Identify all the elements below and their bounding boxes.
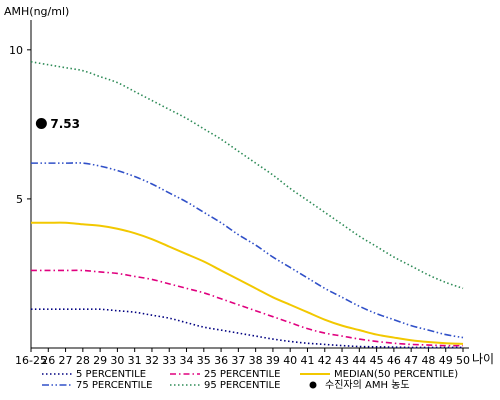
y-ticks: 5 10 [9, 44, 31, 206]
x-tick-label: 44 [352, 354, 366, 367]
series-line-95-percentile [30, 60, 464, 290]
annotations: 7.53 [35, 117, 80, 131]
x-tick-label: 42 [318, 354, 332, 367]
x-tick-label: 37 [231, 354, 245, 367]
x-tick-label: 29 [93, 354, 107, 367]
x-tick-label: 36 [214, 354, 228, 367]
legend-label: 25 PERCENTILE [204, 369, 280, 380]
axes [30, 20, 469, 349]
x-tick-label: 30 [110, 354, 124, 367]
x-tick-label: 50 [456, 354, 470, 367]
x-tick-label: 46 [387, 354, 401, 367]
x-axis-label: 나이 [472, 352, 494, 366]
x-tick-label: 48 [421, 354, 435, 367]
x-tick-label: 33 [162, 354, 176, 367]
x-tick-label: 38 [249, 354, 263, 367]
x-tick-label: 35 [197, 354, 211, 367]
legend-label: 수진자의 AMH 농도 [325, 379, 410, 391]
x-tick-label: 43 [335, 354, 349, 367]
y-tick-label: 5 [16, 193, 23, 206]
legend-label: 5 PERCENTILE [76, 369, 146, 380]
y-tick-label: 10 [9, 44, 23, 57]
series-line-75-percentile [30, 162, 464, 339]
x-tick-label: 31 [128, 354, 142, 367]
x-tick-label: 41 [300, 354, 314, 367]
x-tick-label: 27 [59, 354, 73, 367]
patient-amh-point [35, 117, 47, 129]
legend-label: 95 PERCENTILE [204, 380, 280, 391]
y-axis-label: AMH(ng/ml) [4, 5, 69, 18]
legend-label: MEDIAN(50 PERCENTILE) [334, 369, 458, 380]
x-tick-label: 34 [180, 354, 194, 367]
x-tick-label: 49 [439, 354, 453, 367]
legend: 5 PERCENTILE 25 PERCENTILE MEDIAN(50 PERCE… [42, 369, 458, 391]
x-tick-label: 47 [404, 354, 418, 367]
series-line-median-50-percentile [31, 221, 464, 345]
series-lines [30, 60, 464, 349]
x-tick-label: 32 [145, 354, 159, 367]
legend-dot-icon [309, 381, 317, 389]
patient-amh-value-label: 7.53 [50, 117, 80, 131]
x-tick-label: 40 [283, 354, 297, 367]
x-tick-label: 26 [41, 354, 55, 367]
series-line-5-percentile [31, 308, 463, 349]
legend-label: 75 PERCENTILE [76, 380, 152, 391]
x-tick-label: 45 [370, 354, 384, 367]
x-tick-label: 28 [76, 354, 90, 367]
series-line-25-percentile [31, 269, 464, 347]
x-tick-label: 16-25 [15, 354, 47, 367]
x-tick-label: 39 [266, 354, 280, 367]
